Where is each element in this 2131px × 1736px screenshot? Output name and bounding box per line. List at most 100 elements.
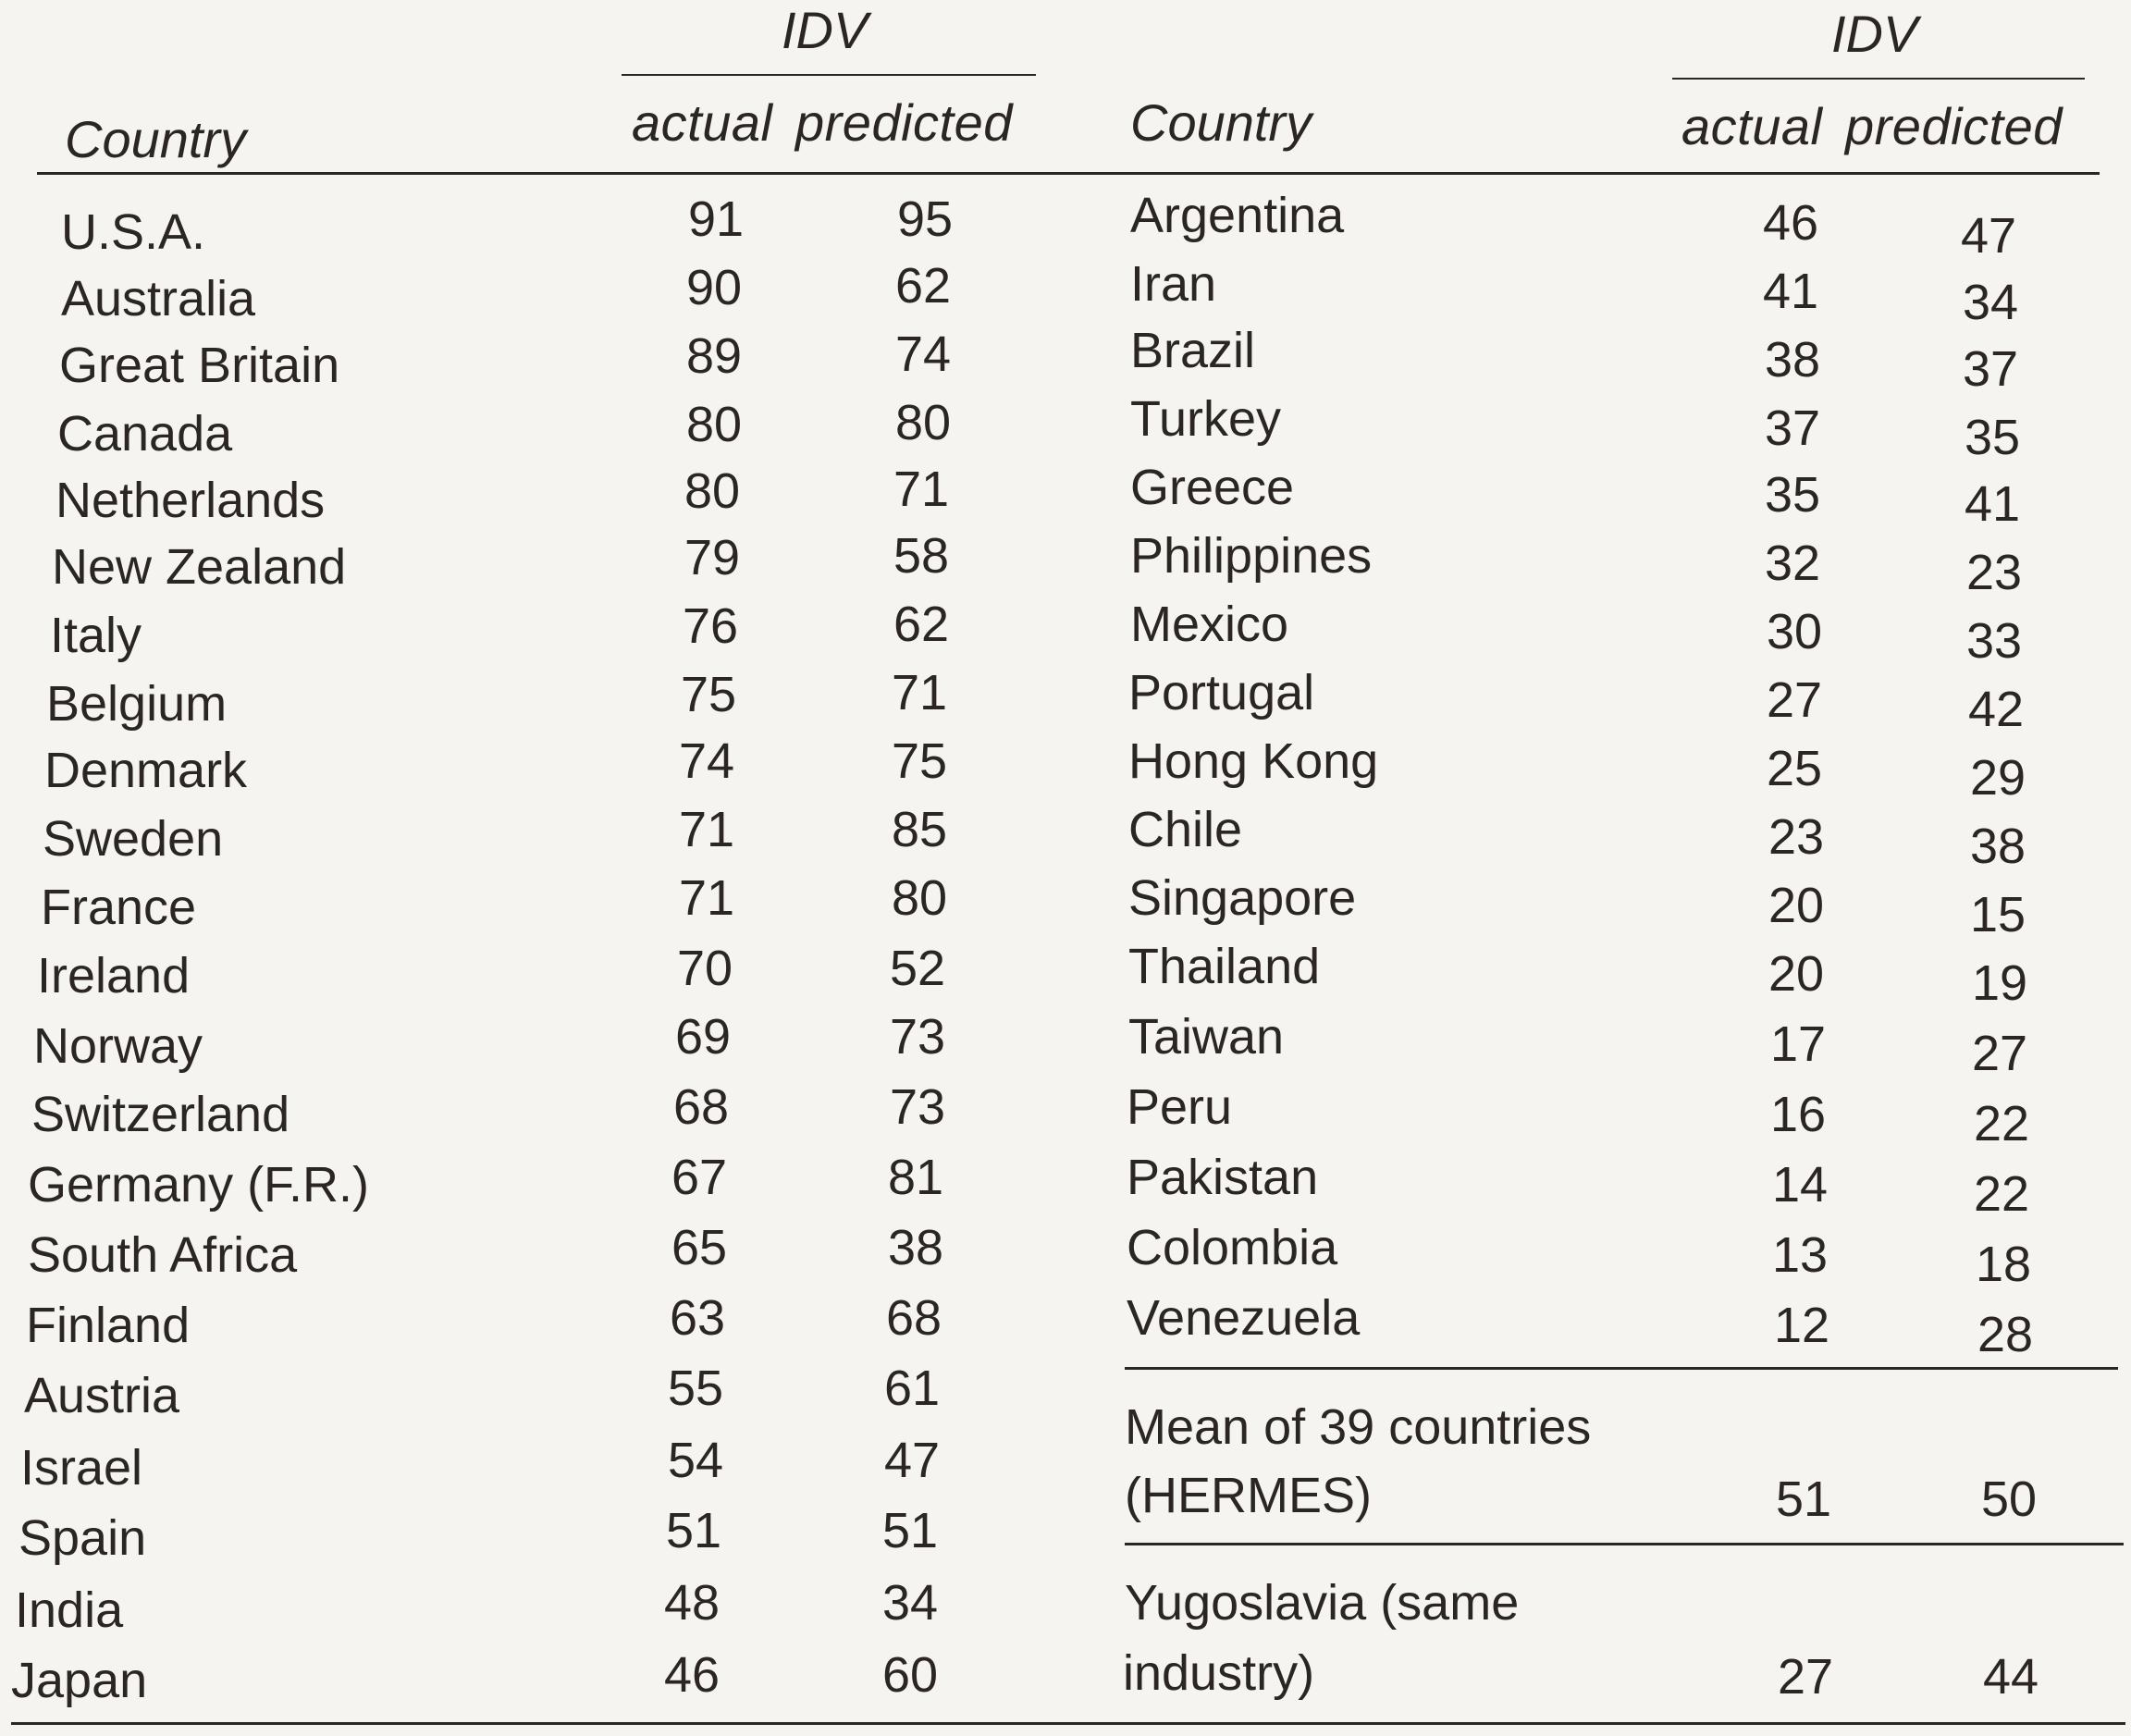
right-idv-header: IDV: [1831, 5, 1918, 63]
left-row-country: Spain: [18, 1510, 147, 1566]
left-row-predicted: 74: [894, 326, 952, 382]
right-row-actual: 46: [1762, 195, 1819, 251]
left-row-country: Canada: [57, 406, 233, 462]
right-predicted-header: predicted: [1845, 97, 2063, 155]
left-row-country: Germany (F.R.): [28, 1157, 370, 1213]
right-row-predicted: 35: [1964, 410, 2021, 465]
right-row-country: Greece: [1130, 460, 1295, 515]
left-row-country: Italy: [50, 608, 142, 663]
left-row-country: U.S.A.: [61, 204, 206, 260]
left-row-actual: 74: [678, 733, 735, 789]
yugoslavia-label-line1: Yugoslavia (same: [1125, 1575, 1520, 1631]
right-row-country: Pakistan: [1127, 1150, 1319, 1205]
left-row-predicted: 51: [881, 1503, 939, 1558]
left-row-predicted: 73: [889, 1079, 946, 1135]
mean-label-line2: (HERMES): [1125, 1468, 1372, 1523]
left-row-predicted: 73: [889, 1009, 946, 1065]
bottom-rule: [11, 1722, 2125, 1725]
right-country-header: Country: [1130, 93, 1312, 152]
left-row-actual: 80: [685, 397, 743, 452]
right-row-country: Thailand: [1128, 939, 1321, 994]
left-row-predicted: 52: [889, 941, 946, 996]
right-row-country: Hong Kong: [1128, 733, 1379, 789]
left-row-country: France: [41, 880, 197, 935]
left-row-predicted: 47: [883, 1433, 941, 1488]
yugoslavia-rule-top: [1125, 1543, 2124, 1545]
right-row-predicted: 22: [1973, 1166, 2030, 1222]
left-row-predicted: 68: [885, 1290, 942, 1346]
right-row-actual: 32: [1764, 536, 1821, 591]
left-row-predicted: 75: [891, 733, 948, 789]
right-row-actual: 17: [1769, 1016, 1827, 1072]
right-row-predicted: 47: [1960, 208, 2017, 264]
right-row-country: Peru: [1127, 1079, 1233, 1135]
right-row-actual: 27: [1766, 672, 1823, 728]
right-row-predicted: 34: [1962, 275, 2019, 330]
right-row-country: Venezuela: [1127, 1290, 1361, 1346]
left-row-actual: 79: [684, 530, 741, 585]
left-predicted-header: predicted: [795, 93, 1013, 152]
left-row-country: India: [15, 1582, 124, 1638]
left-row-country: Finland: [26, 1298, 191, 1353]
right-row-predicted: 41: [1964, 476, 2021, 532]
left-row-actual: 65: [671, 1220, 728, 1275]
right-row-predicted: 18: [1975, 1237, 2032, 1292]
mean-predicted: 50: [1980, 1471, 2038, 1527]
right-row-country: Argentina: [1130, 188, 1345, 243]
left-row-actual: 80: [684, 463, 741, 519]
left-row-actual: 90: [685, 260, 743, 315]
right-row-country: Chile: [1128, 802, 1243, 857]
left-row-country: Sweden: [43, 811, 224, 867]
left-row-country: Belgium: [46, 676, 228, 732]
right-row-country: Turkey: [1130, 391, 1282, 447]
right-row-actual: 12: [1773, 1298, 1830, 1353]
left-row-actual: 68: [672, 1079, 730, 1135]
right-row-predicted: 33: [1965, 613, 2023, 669]
right-row-actual: 16: [1769, 1087, 1827, 1142]
left-actual-header: actual: [632, 93, 773, 152]
left-idv-underline: [622, 74, 1036, 76]
mean-rule-top: [1125, 1367, 2118, 1370]
left-row-country: Great Britain: [59, 338, 340, 393]
right-row-predicted: 37: [1962, 341, 2019, 397]
left-row-country: Netherlands: [55, 473, 326, 528]
right-row-actual: 13: [1771, 1227, 1829, 1283]
left-row-predicted: 62: [893, 597, 950, 652]
right-row-actual: 30: [1766, 604, 1823, 659]
left-row-actual: 91: [687, 191, 745, 247]
left-row-actual: 46: [663, 1647, 721, 1703]
left-row-country: Israel: [20, 1440, 143, 1496]
left-row-predicted: 34: [881, 1575, 939, 1631]
yugoslavia-actual: 27: [1777, 1649, 1834, 1705]
right-row-actual: 20: [1768, 878, 1825, 933]
left-row-actual: 48: [663, 1575, 721, 1631]
left-row-country: Austria: [24, 1368, 180, 1423]
left-row-actual: 76: [682, 598, 739, 654]
right-row-predicted: 38: [1969, 819, 2026, 874]
left-country-header: Country: [65, 110, 247, 168]
left-row-actual: 63: [669, 1290, 726, 1346]
right-row-country: Singapore: [1128, 870, 1357, 926]
right-row-predicted: 29: [1969, 750, 2026, 806]
left-row-actual: 55: [667, 1360, 724, 1416]
left-row-predicted: 95: [896, 191, 954, 247]
left-row-predicted: 62: [894, 258, 952, 314]
left-row-country: Denmark: [44, 743, 248, 798]
left-row-country: Ireland: [37, 948, 191, 1003]
header-rule: [37, 172, 2100, 175]
right-row-actual: 25: [1766, 741, 1823, 796]
left-row-predicted: 71: [893, 462, 950, 517]
left-row-actual: 67: [671, 1150, 728, 1205]
right-row-country: Mexico: [1130, 597, 1289, 652]
left-row-predicted: 61: [883, 1360, 941, 1416]
right-row-actual: 20: [1768, 946, 1825, 1002]
left-row-predicted: 71: [891, 665, 948, 720]
left-row-actual: 69: [674, 1009, 732, 1065]
left-row-country: Japan: [11, 1653, 148, 1708]
left-row-predicted: 85: [891, 802, 948, 857]
right-row-predicted: 27: [1971, 1026, 2028, 1081]
right-row-predicted: 23: [1965, 545, 2023, 600]
right-row-predicted: 22: [1973, 1096, 2030, 1151]
mean-actual: 51: [1775, 1471, 1832, 1527]
